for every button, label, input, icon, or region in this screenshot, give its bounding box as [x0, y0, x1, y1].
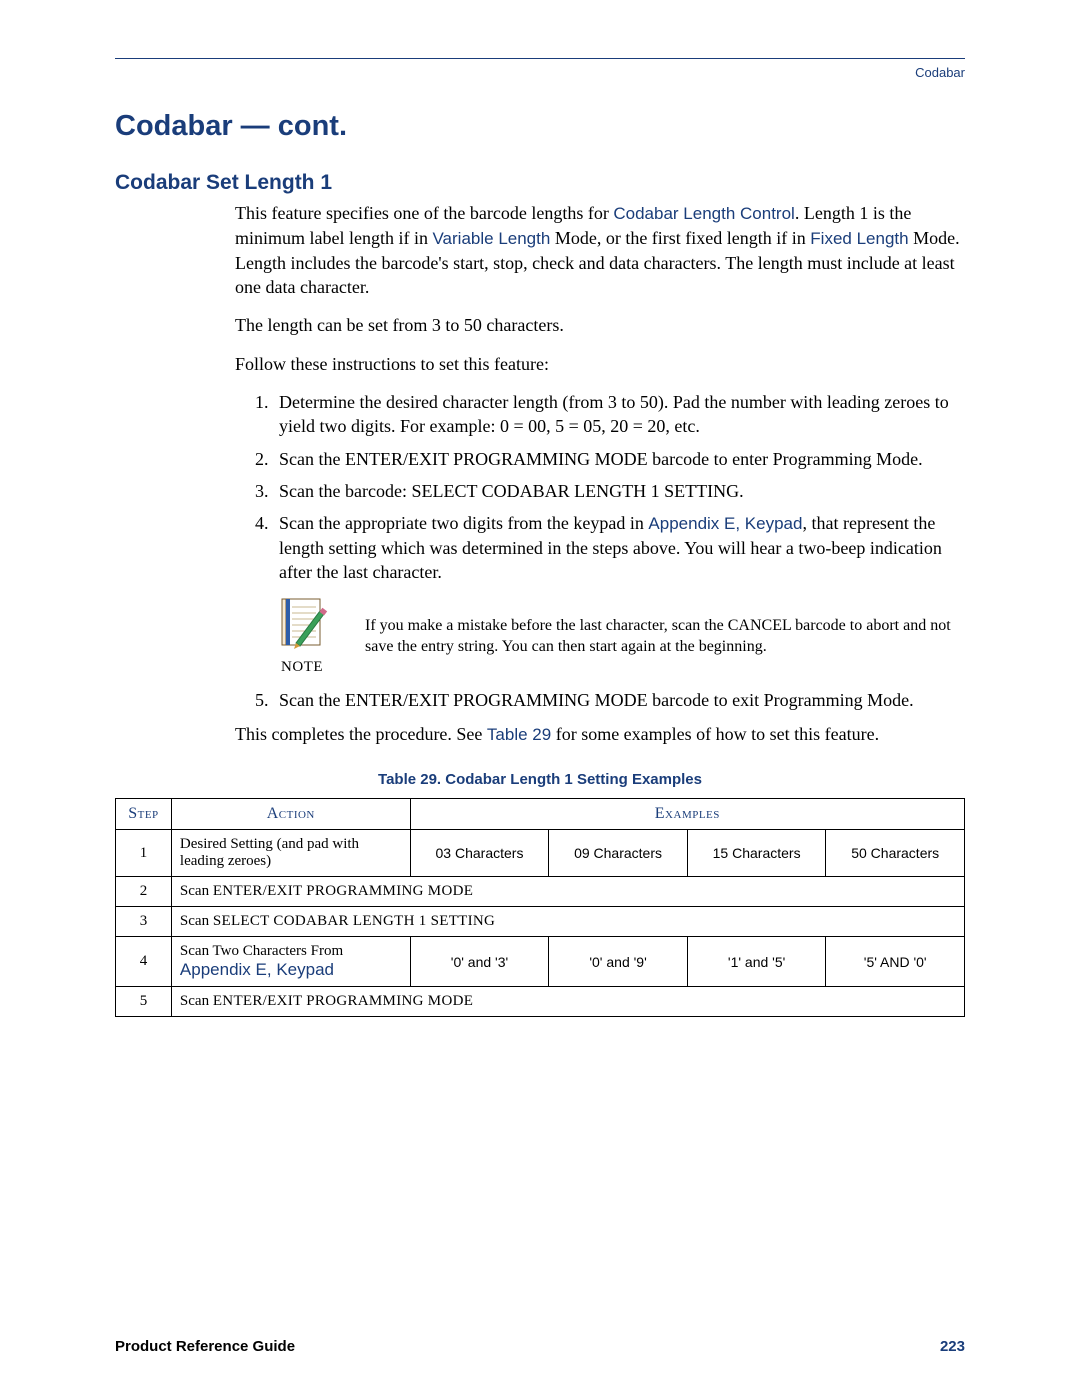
intro-text-3: Mode, or the first fixed length if in	[550, 228, 810, 248]
notebook-icon	[276, 595, 328, 655]
step-4: Scan the appropriate two digits from the…	[273, 511, 965, 585]
cell-step: 2	[116, 877, 172, 907]
cell-action-pre: Scan	[180, 883, 213, 899]
intro-paragraph: This feature specifies one of the barcod…	[235, 201, 965, 299]
link-table-29[interactable]: Table 29	[487, 725, 551, 744]
table-caption: Table 29. Codabar Length 1 Setting Examp…	[115, 771, 965, 788]
header-rule	[115, 58, 965, 59]
cell-ex: '5' AND '0'	[826, 937, 965, 987]
step-4-text-a: Scan the appropriate two digits from the…	[279, 513, 648, 533]
table-row: 4 Scan Two Characters From Appendix E, K…	[116, 937, 965, 987]
link-appendix-e-keypad[interactable]: Appendix E, Keypad	[648, 514, 802, 533]
note-block: NOTE If you make a mistake before the la…	[267, 595, 965, 676]
cell-action-full: Scan ENTER/EXIT PROGRAMMING MODE	[171, 987, 964, 1017]
footer-guide: Product Reference Guide	[115, 1338, 295, 1355]
cell-ex: 15 Characters	[687, 830, 826, 877]
table-header-row: Step Action Examples	[116, 799, 965, 830]
col-step: Step	[116, 799, 172, 830]
examples-table: Step Action Examples 1 Desired Setting (…	[115, 798, 965, 1017]
footer-page-number: 223	[940, 1338, 965, 1355]
cell-ex: 03 Characters	[410, 830, 549, 877]
table-row: 1 Desired Setting (and pad with leading …	[116, 830, 965, 877]
cell-action-sc: SELECT CODABAR LENGTH 1 SETTING	[213, 913, 495, 929]
header-section-label: Codabar	[115, 65, 965, 80]
cell-action: Scan Two Characters From Appendix E, Key…	[171, 937, 410, 987]
cell-action-sc: ENTER/EXIT PROGRAMMING MODE	[213, 883, 473, 899]
cell-action-full: Scan SELECT CODABAR LENGTH 1 SETTING	[171, 907, 964, 937]
step-3: Scan the barcode: SELECT CODABAR LENGTH …	[273, 479, 965, 503]
link-fixed-length[interactable]: Fixed Length	[810, 229, 908, 248]
cell-step: 1	[116, 830, 172, 877]
step-1: Determine the desired character length (…	[273, 390, 965, 439]
cell-ex: '0' and '9'	[549, 937, 688, 987]
step-2: Scan the ENTER/EXIT PROGRAMMING MODE bar…	[273, 447, 965, 471]
closing-paragraph: This completes the procedure. See Table …	[235, 722, 965, 747]
table-row: 3 Scan SELECT CODABAR LENGTH 1 SETTING	[116, 907, 965, 937]
cell-action-line1: Scan Two Characters From	[180, 943, 343, 959]
cell-action-pre: Scan	[180, 993, 213, 1009]
instruction-list-cont: Scan the ENTER/EXIT PROGRAMMING MODE bar…	[235, 688, 965, 712]
step-5: Scan the ENTER/EXIT PROGRAMMING MODE bar…	[273, 688, 965, 712]
link-appendix-e-keypad-table[interactable]: Appendix E, Keypad	[180, 960, 334, 979]
link-variable-length[interactable]: Variable Length	[432, 229, 550, 248]
col-examples: Examples	[410, 799, 964, 830]
cell-ex: 50 Characters	[826, 830, 965, 877]
table-row: 2 Scan ENTER/EXIT PROGRAMMING MODE	[116, 877, 965, 907]
page-title: Codabar — cont.	[115, 110, 965, 143]
cell-action-full: Scan ENTER/EXIT PROGRAMMING MODE	[171, 877, 964, 907]
cell-ex: '1' and '5'	[687, 937, 826, 987]
cell-step: 3	[116, 907, 172, 937]
note-caption: NOTE	[281, 659, 323, 676]
col-action: Action	[171, 799, 410, 830]
cell-ex: 09 Characters	[549, 830, 688, 877]
note-text: If you make a mistake before the last ch…	[365, 595, 965, 658]
closing-text-2: for some examples of how to set this fea…	[551, 724, 879, 744]
closing-text-1: This completes the procedure. See	[235, 724, 487, 744]
cell-step: 5	[116, 987, 172, 1017]
section-title: Codabar Set Length 1	[115, 171, 965, 195]
range-line: The length can be set from 3 to 50 chara…	[235, 313, 965, 337]
cell-action-sc: ENTER/EXIT PROGRAMMING MODE	[213, 993, 473, 1009]
page-footer: Product Reference Guide 223	[115, 1338, 965, 1355]
cell-step: 4	[116, 937, 172, 987]
note-left: NOTE	[267, 595, 337, 676]
intro-text-1: This feature specifies one of the barcod…	[235, 203, 613, 223]
cell-action-pre: Scan	[180, 913, 213, 929]
table-row: 5 Scan ENTER/EXIT PROGRAMMING MODE	[116, 987, 965, 1017]
cell-ex: '0' and '3'	[410, 937, 549, 987]
link-codabar-length-control[interactable]: Codabar Length Control	[613, 204, 794, 223]
instruction-list: Determine the desired character length (…	[235, 390, 965, 585]
cell-action: Desired Setting (and pad with leading ze…	[171, 830, 410, 877]
follow-line: Follow these instructions to set this fe…	[235, 352, 965, 376]
